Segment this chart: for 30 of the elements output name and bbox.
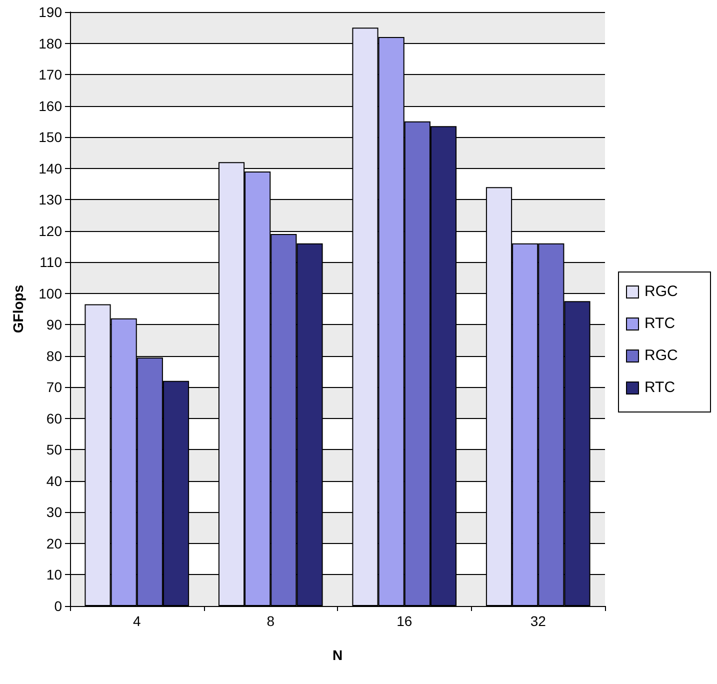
y-tick-label: 20	[46, 535, 62, 552]
x-tick-label: 16	[396, 613, 412, 629]
y-tick-label: 30	[46, 504, 62, 520]
y-tick-label: 120	[38, 222, 62, 239]
y-tick-label: 160	[38, 98, 62, 114]
y-tick-label: 150	[38, 129, 62, 146]
y-tick-label: 100	[38, 285, 62, 302]
legend-label: RTC	[644, 379, 676, 396]
y-tick-label: 110	[40, 254, 62, 270]
x-axis-title: N	[332, 647, 343, 663]
y-tick-label: 40	[46, 472, 62, 489]
y-tick-label: 50	[46, 442, 62, 458]
y-tick-label: 170	[38, 66, 62, 83]
x-tick-label: 32	[530, 613, 546, 629]
y-axis-title: GFlops	[10, 284, 26, 334]
legend-label: RTC	[644, 315, 676, 332]
y-tick-label: 140	[38, 160, 62, 176]
y-tick-label: 70	[46, 379, 62, 396]
y-tick-label: 190	[38, 4, 62, 20]
x-tick-label: 8	[266, 613, 275, 629]
y-tick-label: 80	[46, 348, 62, 364]
y-tick-label: 90	[46, 316, 62, 333]
y-tick-label: 10	[46, 566, 62, 583]
y-tick-label: 0	[54, 598, 62, 614]
y-tick-label: 60	[46, 410, 62, 426]
y-tick-label: 180	[38, 35, 62, 52]
legend-label: RGC	[644, 347, 678, 364]
x-tick-label: 4	[132, 613, 141, 629]
y-tick-label: 130	[38, 192, 62, 208]
legend-label: RGC	[644, 283, 678, 300]
